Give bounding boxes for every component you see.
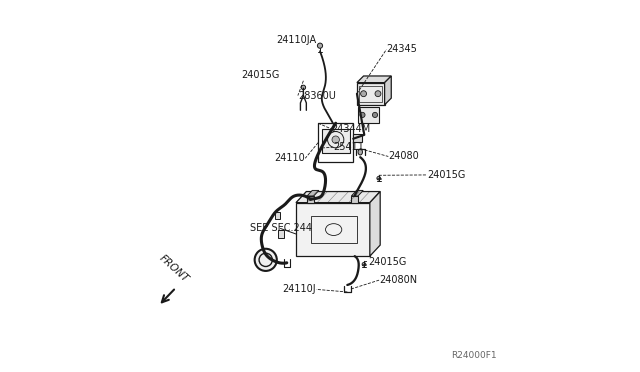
Ellipse shape: [375, 91, 381, 97]
Ellipse shape: [255, 249, 277, 271]
Ellipse shape: [358, 149, 362, 155]
Bar: [322, 129, 349, 153]
Text: SEE SEC.244: SEE SEC.244: [250, 224, 312, 234]
Bar: [275, 212, 280, 219]
Ellipse shape: [332, 136, 339, 143]
Polygon shape: [307, 190, 319, 196]
Text: 24110JA: 24110JA: [276, 35, 316, 45]
Text: R24000F1: R24000F1: [452, 351, 497, 360]
Text: 24015G: 24015G: [241, 70, 280, 80]
Polygon shape: [357, 76, 391, 83]
Bar: [278, 230, 284, 238]
Text: 24344M: 24344M: [331, 124, 371, 134]
Polygon shape: [357, 83, 385, 105]
Text: 24110: 24110: [275, 153, 305, 163]
Bar: [307, 196, 314, 203]
Polygon shape: [351, 190, 363, 196]
Ellipse shape: [360, 112, 365, 118]
Ellipse shape: [372, 112, 378, 118]
Polygon shape: [296, 192, 380, 203]
Text: 24015G: 24015G: [427, 170, 465, 180]
Ellipse shape: [377, 176, 381, 180]
Text: 24110J: 24110J: [283, 284, 316, 294]
Bar: [318, 123, 353, 162]
Text: 24345: 24345: [387, 44, 417, 54]
Text: 24080: 24080: [388, 151, 419, 161]
Ellipse shape: [317, 43, 323, 48]
Text: 24015G: 24015G: [368, 257, 406, 267]
Polygon shape: [296, 203, 370, 256]
Bar: [359, 86, 382, 102]
Bar: [351, 196, 358, 203]
Polygon shape: [385, 76, 391, 105]
Ellipse shape: [360, 91, 367, 97]
Bar: [311, 215, 357, 243]
Polygon shape: [370, 192, 380, 256]
Ellipse shape: [301, 85, 306, 90]
Text: 28360U: 28360U: [298, 90, 336, 100]
Ellipse shape: [362, 262, 366, 266]
Text: 25411: 25411: [333, 142, 364, 152]
Polygon shape: [353, 134, 362, 142]
Text: FRONT: FRONT: [157, 253, 191, 284]
Text: 24080N: 24080N: [379, 275, 417, 285]
Polygon shape: [358, 107, 380, 123]
